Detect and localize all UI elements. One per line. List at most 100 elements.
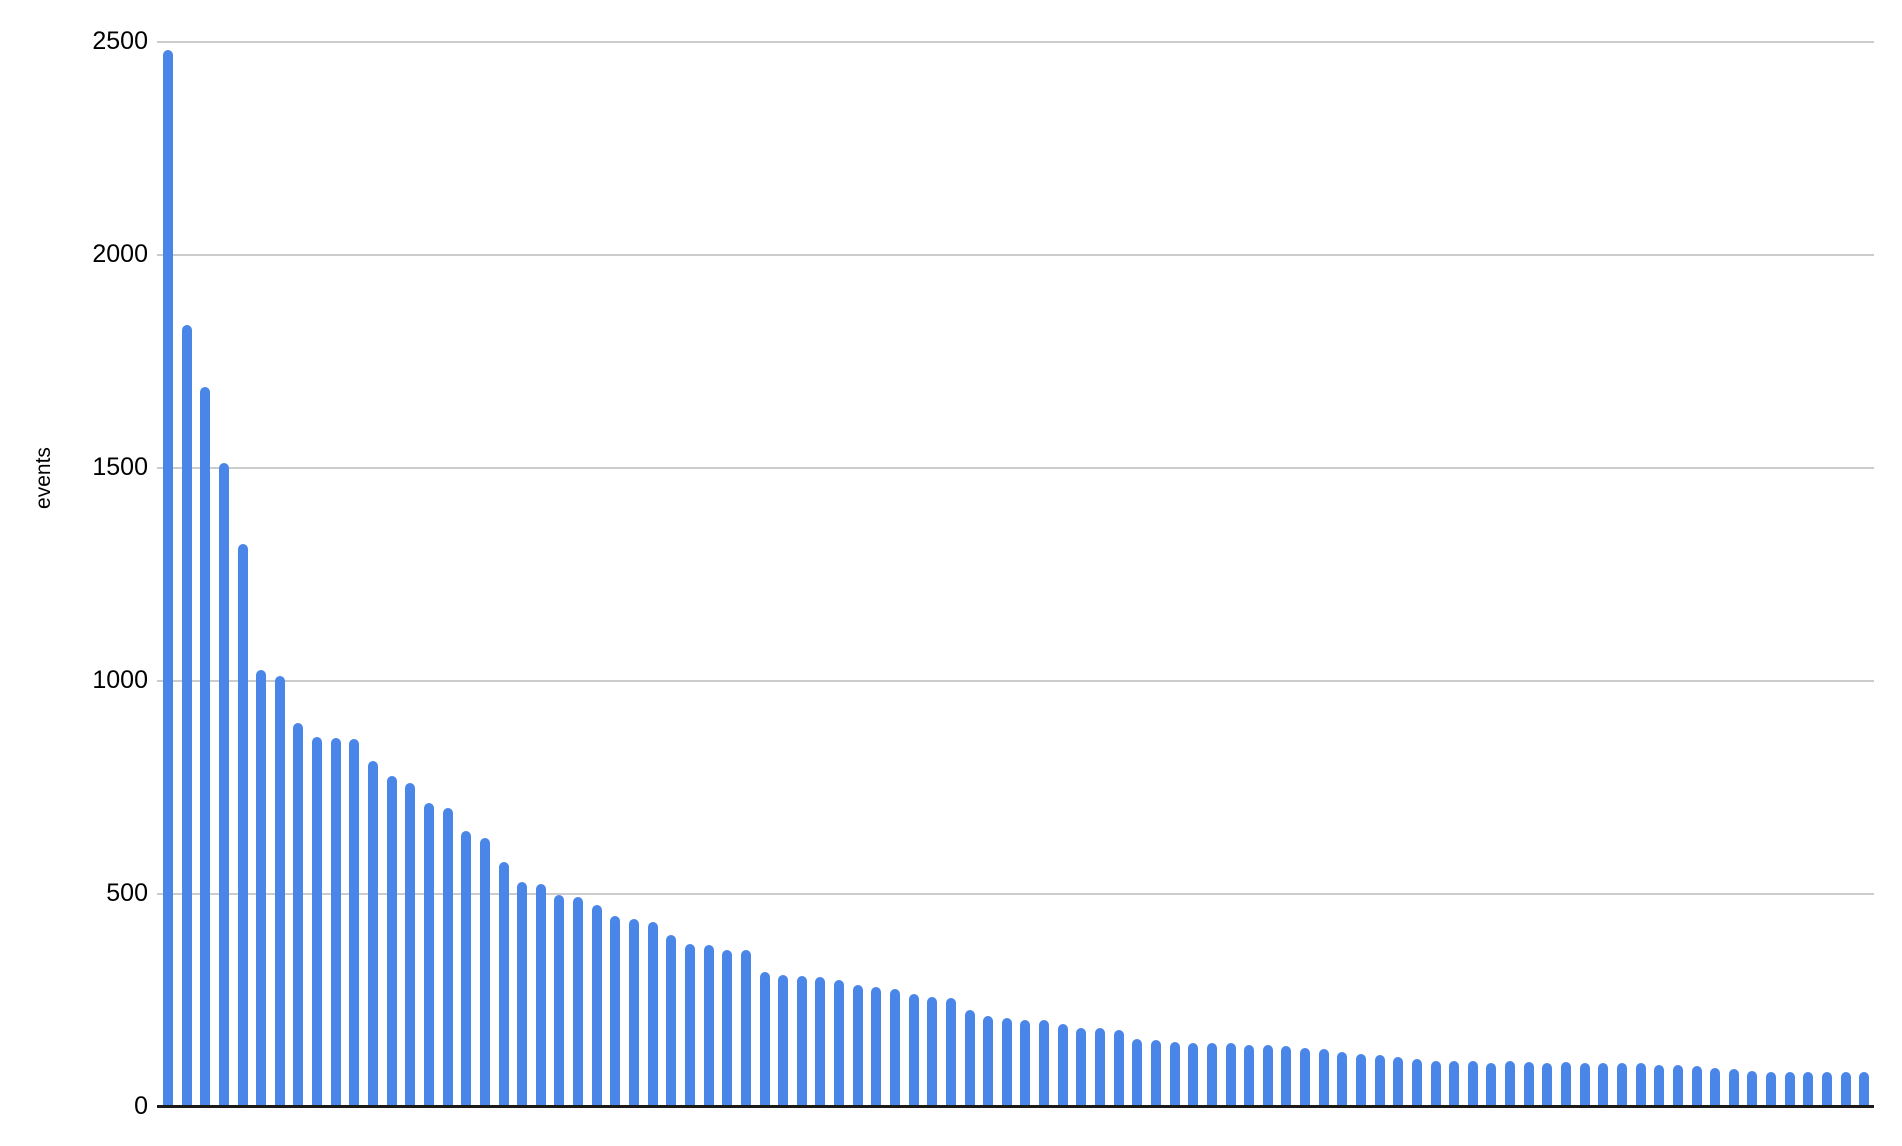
bar-17: [461, 831, 472, 1107]
bar-89: [1803, 1071, 1814, 1107]
y-tick-label-2000: 2000: [92, 240, 148, 268]
bar-26: [629, 919, 640, 1107]
bar-83: [1691, 1066, 1702, 1107]
bar-55: [1169, 1041, 1180, 1107]
bar-4: [218, 463, 229, 1107]
bar-43: [945, 997, 956, 1107]
bar-25: [610, 916, 621, 1107]
gridline-1000: [157, 679, 1874, 682]
y-tick-label-1500: 1500: [92, 453, 148, 481]
bar-3: [200, 386, 211, 1107]
bar-2: [181, 324, 192, 1107]
bar-80: [1635, 1063, 1646, 1107]
bar-21: [535, 883, 546, 1107]
bar-7: [274, 676, 285, 1107]
bar-8: [293, 723, 304, 1107]
gridline-2000: [157, 253, 1874, 256]
bar-46: [1001, 1017, 1012, 1107]
bar-22: [554, 895, 565, 1107]
bar-15: [423, 802, 434, 1107]
bar-12: [368, 760, 379, 1107]
bar-78: [1598, 1063, 1609, 1107]
bar-14: [405, 782, 416, 1107]
bar-39: [871, 986, 882, 1107]
bar-90: [1822, 1071, 1833, 1107]
bar-23: [573, 896, 584, 1107]
bar-53: [1132, 1038, 1143, 1107]
bar-33: [759, 972, 770, 1107]
bar-74: [1523, 1061, 1534, 1107]
bar-66: [1374, 1054, 1385, 1107]
bar-84: [1710, 1068, 1721, 1107]
bar-1: [163, 50, 173, 1107]
bar-36: [815, 977, 826, 1107]
bar-82: [1672, 1065, 1683, 1107]
bar-56: [1188, 1042, 1199, 1107]
bar-68: [1411, 1058, 1422, 1107]
bar-34: [778, 975, 789, 1107]
bar-6: [256, 669, 267, 1107]
bar-81: [1654, 1064, 1665, 1107]
bar-35: [796, 975, 807, 1107]
bar-91: [1840, 1072, 1851, 1107]
bar-69: [1430, 1060, 1441, 1107]
bar-40: [889, 988, 900, 1107]
bar-92: [1859, 1072, 1870, 1107]
bar-71: [1467, 1061, 1478, 1107]
bar-24: [591, 905, 602, 1107]
bar-60: [1262, 1044, 1273, 1107]
bar-20: [517, 881, 528, 1107]
bar-54: [1150, 1039, 1161, 1107]
bar-65: [1356, 1053, 1366, 1107]
gridline-1500: [157, 466, 1874, 469]
gridline-500: [157, 892, 1874, 895]
bar-88: [1784, 1072, 1795, 1107]
bar-38: [852, 985, 863, 1107]
y-tick-label-500: 500: [106, 879, 148, 907]
bar-50: [1076, 1027, 1087, 1107]
bar-79: [1616, 1063, 1627, 1107]
y-tick-label-0: 0: [134, 1092, 148, 1120]
bars-container: [157, 41, 1874, 1107]
bar-27: [647, 922, 658, 1107]
bar-28: [666, 934, 677, 1107]
bar-9: [312, 736, 323, 1107]
bar-86: [1747, 1071, 1758, 1107]
x-axis-line: [157, 1105, 1874, 1108]
bar-57: [1206, 1042, 1217, 1107]
bar-58: [1225, 1043, 1236, 1107]
bar-87: [1766, 1072, 1777, 1107]
gridline-2500: [157, 40, 1874, 43]
bar-32: [740, 950, 751, 1107]
bar-37: [834, 980, 845, 1107]
bar-72: [1486, 1062, 1497, 1107]
bar-5: [237, 544, 248, 1107]
bar-62: [1300, 1048, 1311, 1107]
bar-76: [1561, 1061, 1572, 1107]
bar-49: [1057, 1024, 1068, 1107]
bar-73: [1505, 1060, 1516, 1107]
bar-67: [1393, 1057, 1404, 1107]
bar-59: [1244, 1045, 1255, 1107]
bar-13: [386, 776, 397, 1107]
bar-61: [1281, 1046, 1292, 1107]
bar-11: [349, 738, 360, 1107]
bar-47: [1020, 1020, 1031, 1107]
bar-29: [684, 943, 695, 1107]
bar-16: [442, 808, 453, 1107]
bar-31: [722, 949, 733, 1107]
bar-48: [1039, 1020, 1050, 1107]
bar-52: [1113, 1029, 1124, 1107]
bar-41: [908, 993, 919, 1107]
y-tick-label-1000: 1000: [92, 666, 148, 694]
bar-77: [1579, 1062, 1590, 1107]
bar-45: [983, 1016, 994, 1107]
bar-70: [1449, 1060, 1460, 1107]
bar-42: [927, 997, 938, 1107]
bar-85: [1728, 1069, 1739, 1107]
bar-63: [1318, 1048, 1329, 1107]
bar-51: [1095, 1027, 1106, 1107]
bar-19: [498, 861, 509, 1107]
bar-30: [703, 944, 714, 1107]
